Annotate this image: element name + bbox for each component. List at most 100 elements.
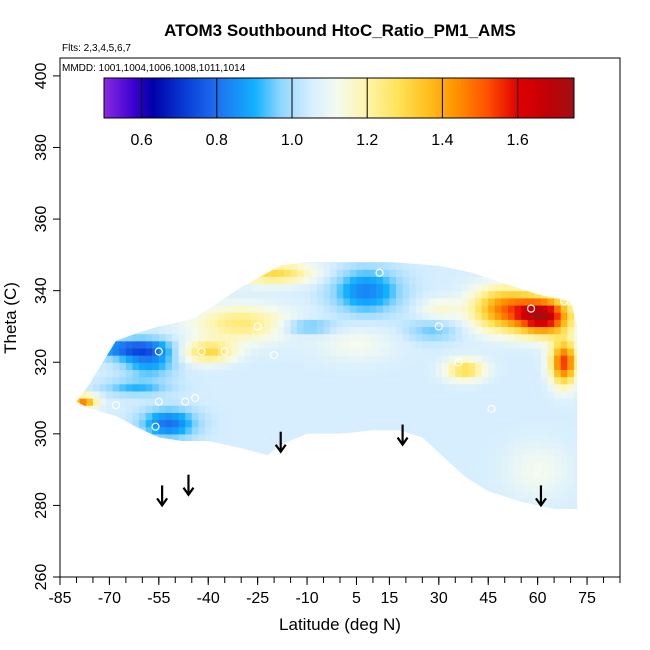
heatmap-cell — [481, 304, 489, 313]
heatmap-cell — [277, 297, 285, 306]
heatmap-cell — [468, 297, 476, 306]
heatmap-cell — [415, 498, 423, 507]
heatmap-cell — [382, 355, 391, 363]
heatmap-cell — [244, 513, 251, 521]
heatmap-cell — [481, 383, 489, 392]
heatmap-cell — [290, 505, 298, 509]
heatmap-cell — [494, 426, 503, 435]
heatmap-cell — [119, 312, 127, 320]
heatmap-cell — [86, 347, 94, 356]
heatmap-cell — [336, 283, 344, 292]
heatmap-cell — [60, 341, 67, 349]
heatmap-cell — [547, 390, 555, 399]
heatmap-cell — [560, 376, 568, 385]
heatmap-cell — [363, 269, 371, 277]
heatmap-cell — [297, 376, 305, 385]
heatmap-cell — [475, 405, 483, 413]
heatmap-cell — [323, 498, 331, 507]
heatmap-cell — [468, 290, 476, 299]
heatmap-cell — [369, 340, 377, 349]
heatmap-cell — [323, 483, 331, 492]
heatmap-cell — [540, 376, 549, 385]
heatmap-cell — [435, 383, 443, 392]
heatmap-cell — [237, 440, 246, 449]
heatmap-cell — [204, 340, 213, 349]
heatmap-cell — [501, 469, 509, 478]
x-axis-title: Latitude (deg N) — [279, 615, 401, 634]
heatmap-cell — [481, 462, 489, 471]
heatmap-cell — [106, 419, 114, 428]
heatmap-cell — [435, 505, 443, 509]
heatmap-cell — [76, 362, 81, 370]
heatmap-cell — [415, 262, 423, 263]
heatmap-cell — [508, 476, 516, 485]
heatmap-cell — [521, 290, 529, 299]
heatmap-cell — [218, 376, 226, 385]
heatmap-cell — [435, 398, 443, 406]
heatmap-cell — [501, 362, 509, 370]
heatmap-cell — [297, 412, 305, 421]
heatmap-cell — [270, 498, 279, 507]
heatmap-cell — [363, 276, 371, 285]
heatmap-cell — [204, 433, 213, 442]
heatmap-cell — [76, 462, 81, 471]
heatmap-cell — [580, 455, 587, 463]
heatmap-cell — [224, 390, 232, 399]
heatmap-cell — [389, 498, 397, 507]
heatmap-cell — [567, 476, 575, 485]
heatmap-cell — [521, 433, 529, 442]
heatmap-cell — [376, 483, 384, 492]
heatmap-cell — [277, 383, 285, 392]
heatmap-cell — [158, 326, 167, 335]
heatmap-cell — [67, 505, 74, 513]
heatmap-cell — [284, 376, 292, 385]
heatmap-cell — [573, 483, 578, 492]
heatmap-cell — [60, 455, 67, 463]
heatmap-cell — [481, 433, 489, 442]
heatmap-cell — [488, 276, 496, 285]
heatmap-cell — [409, 312, 417, 320]
heatmap-cell — [382, 505, 391, 509]
heatmap-cell — [126, 513, 133, 521]
heatmap-cell — [330, 440, 338, 449]
heatmap-cell — [540, 283, 549, 292]
heatmap-cell — [540, 319, 549, 328]
heatmap-cell — [264, 376, 272, 385]
heatmap-cell — [461, 362, 470, 370]
heatmap-cell — [251, 398, 259, 406]
heatmap-cell — [540, 469, 549, 478]
heatmap-cell — [389, 405, 397, 413]
sample-point — [526, 304, 536, 313]
heatmap-cell — [488, 476, 496, 485]
heatmap-cell — [204, 304, 213, 313]
heatmap-cell — [468, 426, 476, 435]
heatmap-cell — [363, 355, 371, 363]
heatmap-cell — [494, 269, 503, 277]
heatmap-cell — [191, 290, 199, 299]
heatmap-cell — [67, 319, 74, 327]
heatmap-cell — [224, 269, 232, 277]
heatmap-cell — [402, 498, 410, 507]
heatmap-cell — [382, 369, 391, 378]
heatmap-cell — [540, 448, 549, 456]
heatmap-cell — [218, 505, 226, 509]
heatmap-cell — [350, 513, 357, 521]
heatmap-cell — [119, 362, 127, 370]
heatmap-cell — [514, 433, 522, 442]
heatmap-cell — [310, 355, 318, 363]
heatmap-cell — [257, 405, 265, 413]
heatmap-cell — [165, 426, 173, 435]
heatmap-cell — [172, 440, 180, 449]
heatmap-cell — [455, 369, 463, 378]
heatmap-cell — [481, 412, 489, 421]
heatmap-cell — [316, 304, 325, 313]
heatmap-cell — [382, 326, 391, 335]
heatmap-cell — [514, 319, 522, 328]
heatmap-cell — [237, 376, 246, 385]
heatmap-cell — [165, 398, 173, 406]
heatmap-cell — [132, 419, 140, 428]
heatmap-cell — [178, 491, 186, 499]
heatmap-cell — [73, 513, 80, 521]
heatmap-cell — [60, 470, 67, 478]
heatmap-cell — [461, 412, 470, 421]
